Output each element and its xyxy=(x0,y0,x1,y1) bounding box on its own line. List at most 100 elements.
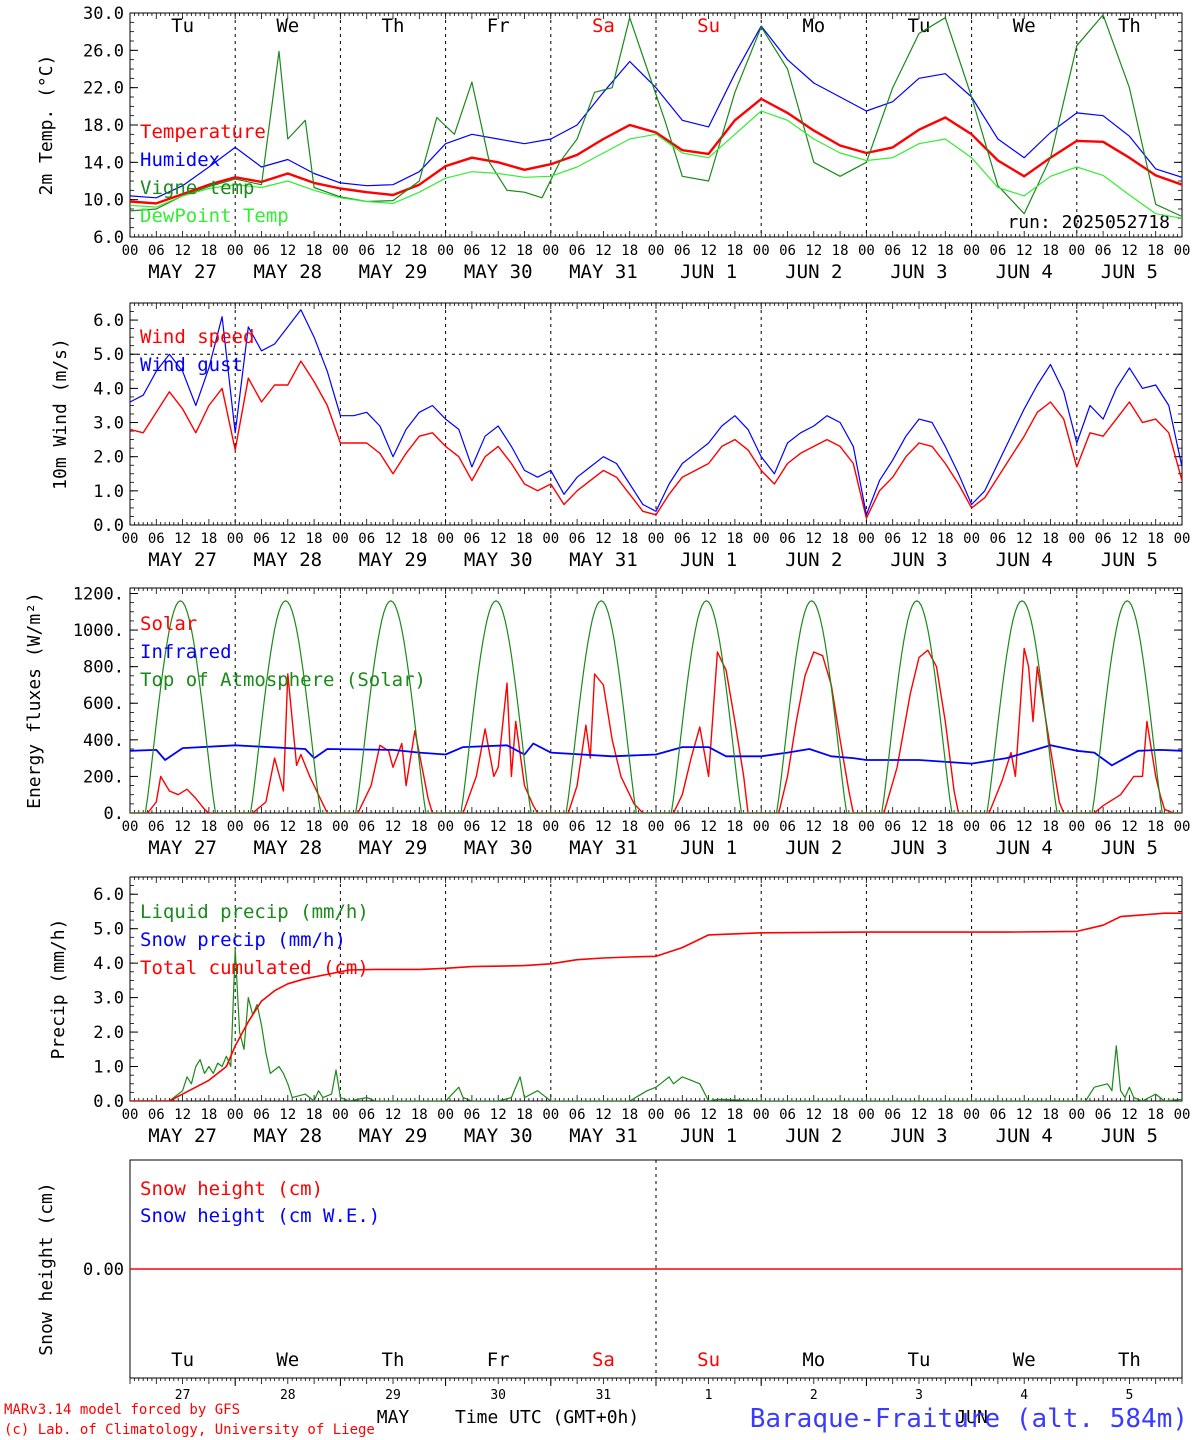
y-tick-label: 5.0 xyxy=(93,920,124,940)
hour-tick-label: 18 xyxy=(306,243,323,259)
hour-tick-label: 06 xyxy=(358,1107,375,1123)
y-axis-label: Energy fluxes (W/m²) xyxy=(24,592,45,809)
hour-tick-label: 00 xyxy=(648,1107,665,1123)
weekday-label: Mo xyxy=(802,1349,825,1371)
hour-tick-label: 18 xyxy=(200,1107,217,1123)
hour-tick-label: 00 xyxy=(542,531,559,547)
hour-tick-label: 06 xyxy=(253,819,270,835)
hour-tick-label: 06 xyxy=(779,243,796,259)
hour-tick-label: 00 xyxy=(963,243,980,259)
weekday-label: Mo xyxy=(802,15,825,37)
hour-tick-label: 06 xyxy=(148,243,165,259)
panel-2: 6.0 5.0 4.0 3.0 2.0 1.0 0.0 10m Wind (m/s) 00 06 1… xyxy=(50,302,1191,571)
hour-tick-label: 12 xyxy=(595,243,612,259)
hour-tick-label: 06 xyxy=(674,819,691,835)
day-number: 29 xyxy=(385,1388,401,1403)
legend-entry: Humidex xyxy=(140,149,220,171)
series-group xyxy=(130,600,1182,813)
hour-tick-label: 18 xyxy=(726,819,743,835)
hour-tick-label: 18 xyxy=(726,1107,743,1123)
series-line xyxy=(130,647,1182,813)
hour-tick-label: 00 xyxy=(963,819,980,835)
hour-tick-label: 18 xyxy=(200,243,217,259)
y-tick-label: 0.0 xyxy=(93,516,124,536)
hour-tick-label: 00 xyxy=(437,243,454,259)
y-tick-label: 18.0 xyxy=(83,116,124,136)
hour-tick-label: 00 xyxy=(332,1107,349,1123)
weekday-label: Th xyxy=(1118,15,1141,37)
hour-tick-label: 06 xyxy=(463,1107,480,1123)
weekday-label: Th xyxy=(382,15,405,37)
hour-tick-label: 18 xyxy=(411,1107,428,1123)
hour-tick-label: 12 xyxy=(279,1107,296,1123)
hour-tick-label: 12 xyxy=(805,819,822,835)
panel-5: 0.00 Snow height (cm) Snow height (cm) Snow… xyxy=(36,1159,1183,1428)
weekday-label: We xyxy=(276,15,299,37)
hour-tick-label: 12 xyxy=(1121,819,1138,835)
legend-entry: Total cumulated (cm) xyxy=(140,957,369,979)
day-label: JUN 4 xyxy=(996,837,1053,859)
hour-tick-label: 06 xyxy=(358,531,375,547)
hour-tick-label: 00 xyxy=(122,531,139,547)
credit-line-2: (c) Lab. of Climatology, University of L… xyxy=(4,1422,375,1438)
y-tick-label: 3.0 xyxy=(93,989,124,1009)
hour-tick-label: 06 xyxy=(674,243,691,259)
hour-tick-label: 12 xyxy=(385,531,402,547)
hour-tick-label: 06 xyxy=(463,531,480,547)
hour-tick-label: 12 xyxy=(805,243,822,259)
hour-tick-label: 12 xyxy=(385,819,402,835)
day-label: JUN 1 xyxy=(680,1125,737,1147)
hour-tick-label: 18 xyxy=(1147,819,1164,835)
hour-tick-label: 12 xyxy=(279,531,296,547)
hour-tick-label: 06 xyxy=(148,531,165,547)
hour-tick-label: 18 xyxy=(726,531,743,547)
hour-tick-label: 00 xyxy=(227,819,244,835)
hour-tick-label: 12 xyxy=(1016,819,1033,835)
y-tick-label: 6.0 xyxy=(93,885,124,905)
weekday-label: Sa xyxy=(592,15,615,37)
hour-tick-label: 00 xyxy=(122,243,139,259)
y-tick-label: 4.0 xyxy=(93,954,124,974)
legend-entry: Infrared xyxy=(140,641,232,663)
hour-tick-label: 00 xyxy=(122,819,139,835)
hour-tick-label: 12 xyxy=(174,531,191,547)
series-line xyxy=(130,742,1182,767)
hour-tick-label: 00 xyxy=(858,1107,875,1123)
legend-entry: DewPoint Temp xyxy=(140,205,289,227)
series-line xyxy=(130,110,1182,219)
day-label: MAY 30 xyxy=(464,549,533,571)
y-tick-label: 2.0 xyxy=(93,1023,124,1043)
hour-tick-label: 00 xyxy=(542,819,559,835)
time-axis-label: Time UTC (GMT+0h) xyxy=(455,1407,639,1428)
hour-tick-label: 12 xyxy=(1121,531,1138,547)
hour-tick-label: 00 xyxy=(1068,531,1085,547)
day-label: JUN 5 xyxy=(1101,549,1158,571)
hour-tick-label: 06 xyxy=(253,243,270,259)
y-tick-label: 1.0 xyxy=(93,1058,124,1078)
hour-tick-label: 18 xyxy=(1147,531,1164,547)
hour-tick-label: 18 xyxy=(937,1107,954,1123)
y-tick-label: 1.0 xyxy=(93,482,124,502)
series-line xyxy=(130,14,1182,218)
day-label: MAY 27 xyxy=(148,549,217,571)
y-tick-label: 14.0 xyxy=(83,153,124,173)
series-line xyxy=(130,912,1182,1101)
hour-tick-label: 12 xyxy=(805,1107,822,1123)
day-number: 28 xyxy=(280,1388,296,1403)
weekday-label: Tu xyxy=(171,15,194,37)
hour-tick-label: 18 xyxy=(516,1107,533,1123)
series-group xyxy=(130,14,1182,219)
hour-tick-label: 06 xyxy=(989,819,1006,835)
hour-tick-label: 18 xyxy=(937,531,954,547)
hour-tick-label: 12 xyxy=(490,1107,507,1123)
hour-tick-label: 18 xyxy=(200,531,217,547)
weekday-label: Th xyxy=(382,1349,405,1371)
hour-tick-label: 00 xyxy=(1174,531,1191,547)
hour-tick-label: 00 xyxy=(963,1107,980,1123)
hour-tick-label: 12 xyxy=(174,819,191,835)
hour-tick-label: 12 xyxy=(595,1107,612,1123)
hour-tick-label: 00 xyxy=(1068,819,1085,835)
hour-tick-label: 18 xyxy=(621,819,638,835)
hour-tick-label: 18 xyxy=(306,531,323,547)
day-label: MAY 31 xyxy=(569,1125,638,1147)
